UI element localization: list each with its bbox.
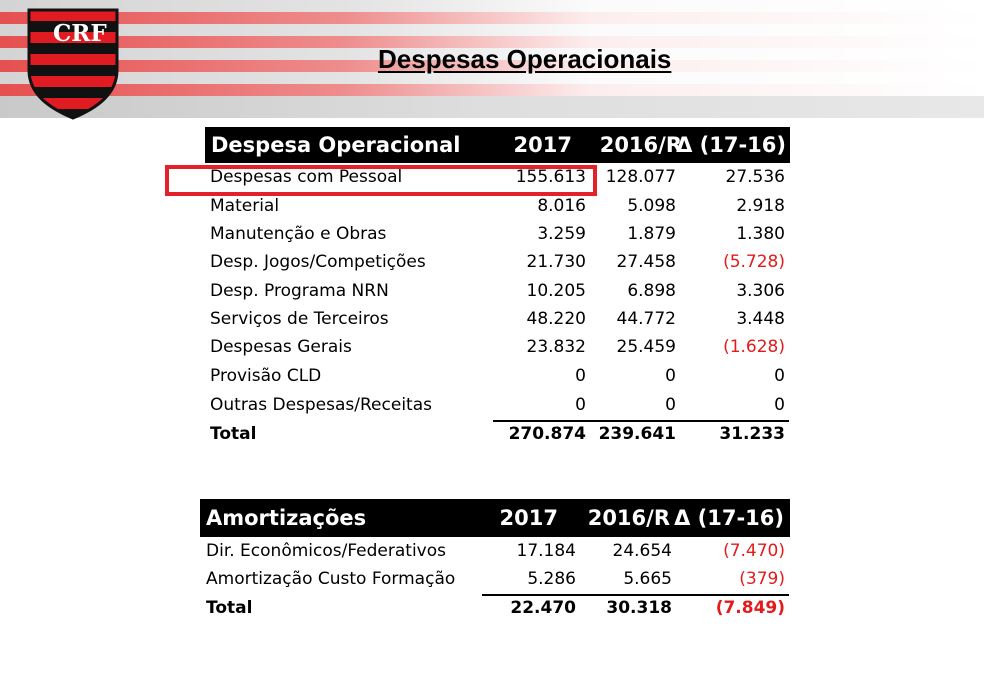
value-2017: 21.730 (526, 252, 586, 272)
value-2017: 5.286 (527, 569, 576, 589)
table-row: Manutenção e Obras 3.259 1.879 1.380 (205, 224, 790, 252)
crest-monogram: CRF (53, 20, 107, 47)
total-divider (493, 420, 789, 422)
value-delta: (1.628) (723, 337, 785, 357)
operational-expenses-table: Despesa Operacional 2017 2016/R Δ (17-16… (205, 127, 790, 452)
value-2017: 10.205 (526, 281, 586, 301)
value-2017: 23.832 (526, 337, 586, 357)
total-divider (482, 594, 789, 596)
total-2017: 22.470 (510, 598, 576, 618)
value-2017: 3.259 (537, 224, 586, 244)
value-2017: 0 (575, 366, 586, 386)
row-label: Outras Despesas/Receitas (210, 395, 432, 415)
value-2016: 128.077 (605, 167, 676, 187)
table-row: Desp. Jogos/Competições 21.730 27.458 (5… (205, 252, 790, 280)
table-row: Material 8.016 5.098 2.918 (205, 196, 790, 224)
value-2017: 0 (575, 395, 586, 415)
header-label: Amortizações (206, 506, 367, 530)
value-2016: 5.098 (627, 196, 676, 216)
table-header: Amortizações 2017 2016/R Δ (17-16) (200, 499, 790, 537)
row-label: Desp. Jogos/Competições (210, 252, 426, 272)
value-delta: (379) (739, 569, 785, 589)
header-delta: Δ (17-16) (674, 506, 784, 530)
table-row: Provisão CLD 0 0 0 (205, 366, 790, 394)
header-2016: 2016/R (599, 133, 682, 157)
row-label: Provisão CLD (210, 366, 322, 386)
value-delta: 3.448 (736, 309, 785, 329)
total-delta: 31.233 (719, 424, 785, 444)
total-delta: (7.849) (715, 598, 785, 618)
value-2017: 48.220 (526, 309, 586, 329)
value-2016: 25.459 (616, 337, 676, 357)
value-2016: 0 (665, 395, 676, 415)
value-delta: 3.306 (736, 281, 785, 301)
row-label: Desp. Programa NRN (210, 281, 389, 301)
header-delta: Δ (17-16) (676, 133, 786, 157)
header-2016: 2016/R (587, 506, 670, 530)
value-delta: 0 (774, 395, 785, 415)
value-2017: 155.613 (515, 167, 586, 187)
total-label: Total (210, 424, 257, 444)
value-delta: 27.536 (725, 167, 785, 187)
header-2017: 2017 (513, 133, 572, 157)
value-2016: 27.458 (616, 252, 676, 272)
table-row: Despesas Gerais 23.832 25.459 (1.628) (205, 337, 790, 365)
table-row: Outras Despesas/Receitas 0 0 0 (205, 395, 790, 423)
table-header: Despesa Operacional 2017 2016/R Δ (17-16… (205, 127, 790, 163)
value-2016: 6.898 (627, 281, 676, 301)
total-row: Total 22.470 30.318 (7.849) (200, 598, 790, 626)
page-title: Despesas Operacionais (378, 44, 672, 74)
row-label: Amortização Custo Formação (206, 569, 456, 589)
value-2017: 17.184 (516, 541, 576, 561)
total-2017: 270.874 (508, 424, 586, 444)
value-2016: 24.654 (612, 541, 672, 561)
value-2017: 8.016 (537, 196, 586, 216)
table-row: Desp. Programa NRN 10.205 6.898 3.306 (205, 281, 790, 309)
row-label: Manutenção e Obras (210, 224, 387, 244)
flamengo-crest-icon: CRF (27, 8, 119, 120)
row-label: Despesas com Pessoal (210, 167, 403, 187)
header-banner (0, 0, 984, 118)
header-2017: 2017 (499, 506, 558, 530)
value-delta: 0 (774, 366, 785, 386)
total-2016: 30.318 (606, 598, 672, 618)
total-2016: 239.641 (598, 424, 676, 444)
header-label: Despesa Operacional (211, 133, 461, 157)
value-delta: (7.470) (723, 541, 785, 561)
table-row: Despesas com Pessoal 155.613 128.077 27.… (205, 167, 790, 195)
row-label: Despesas Gerais (210, 337, 352, 357)
row-label: Dir. Econômicos/Federativos (206, 541, 447, 561)
value-2016: 44.772 (616, 309, 676, 329)
total-row: Total 270.874 239.641 31.233 (205, 424, 790, 452)
value-2016: 0 (665, 366, 676, 386)
value-2016: 1.879 (627, 224, 676, 244)
row-label: Serviços de Terceiros (210, 309, 389, 329)
highlight-box (165, 165, 597, 196)
value-delta: 2.918 (736, 196, 785, 216)
total-label: Total (206, 598, 253, 618)
table-row: Serviços de Terceiros 48.220 44.772 3.44… (205, 309, 790, 337)
value-delta: 1.380 (736, 224, 785, 244)
row-label: Material (210, 196, 280, 216)
table-row: Amortização Custo Formação 5.286 5.665 (… (200, 569, 790, 597)
table-row: Dir. Econômicos/Federativos 17.184 24.65… (200, 541, 790, 569)
value-delta: (5.728) (723, 252, 785, 272)
value-2016: 5.665 (623, 569, 672, 589)
amortization-table: Amortizações 2017 2016/R Δ (17-16) Dir. … (200, 499, 790, 629)
